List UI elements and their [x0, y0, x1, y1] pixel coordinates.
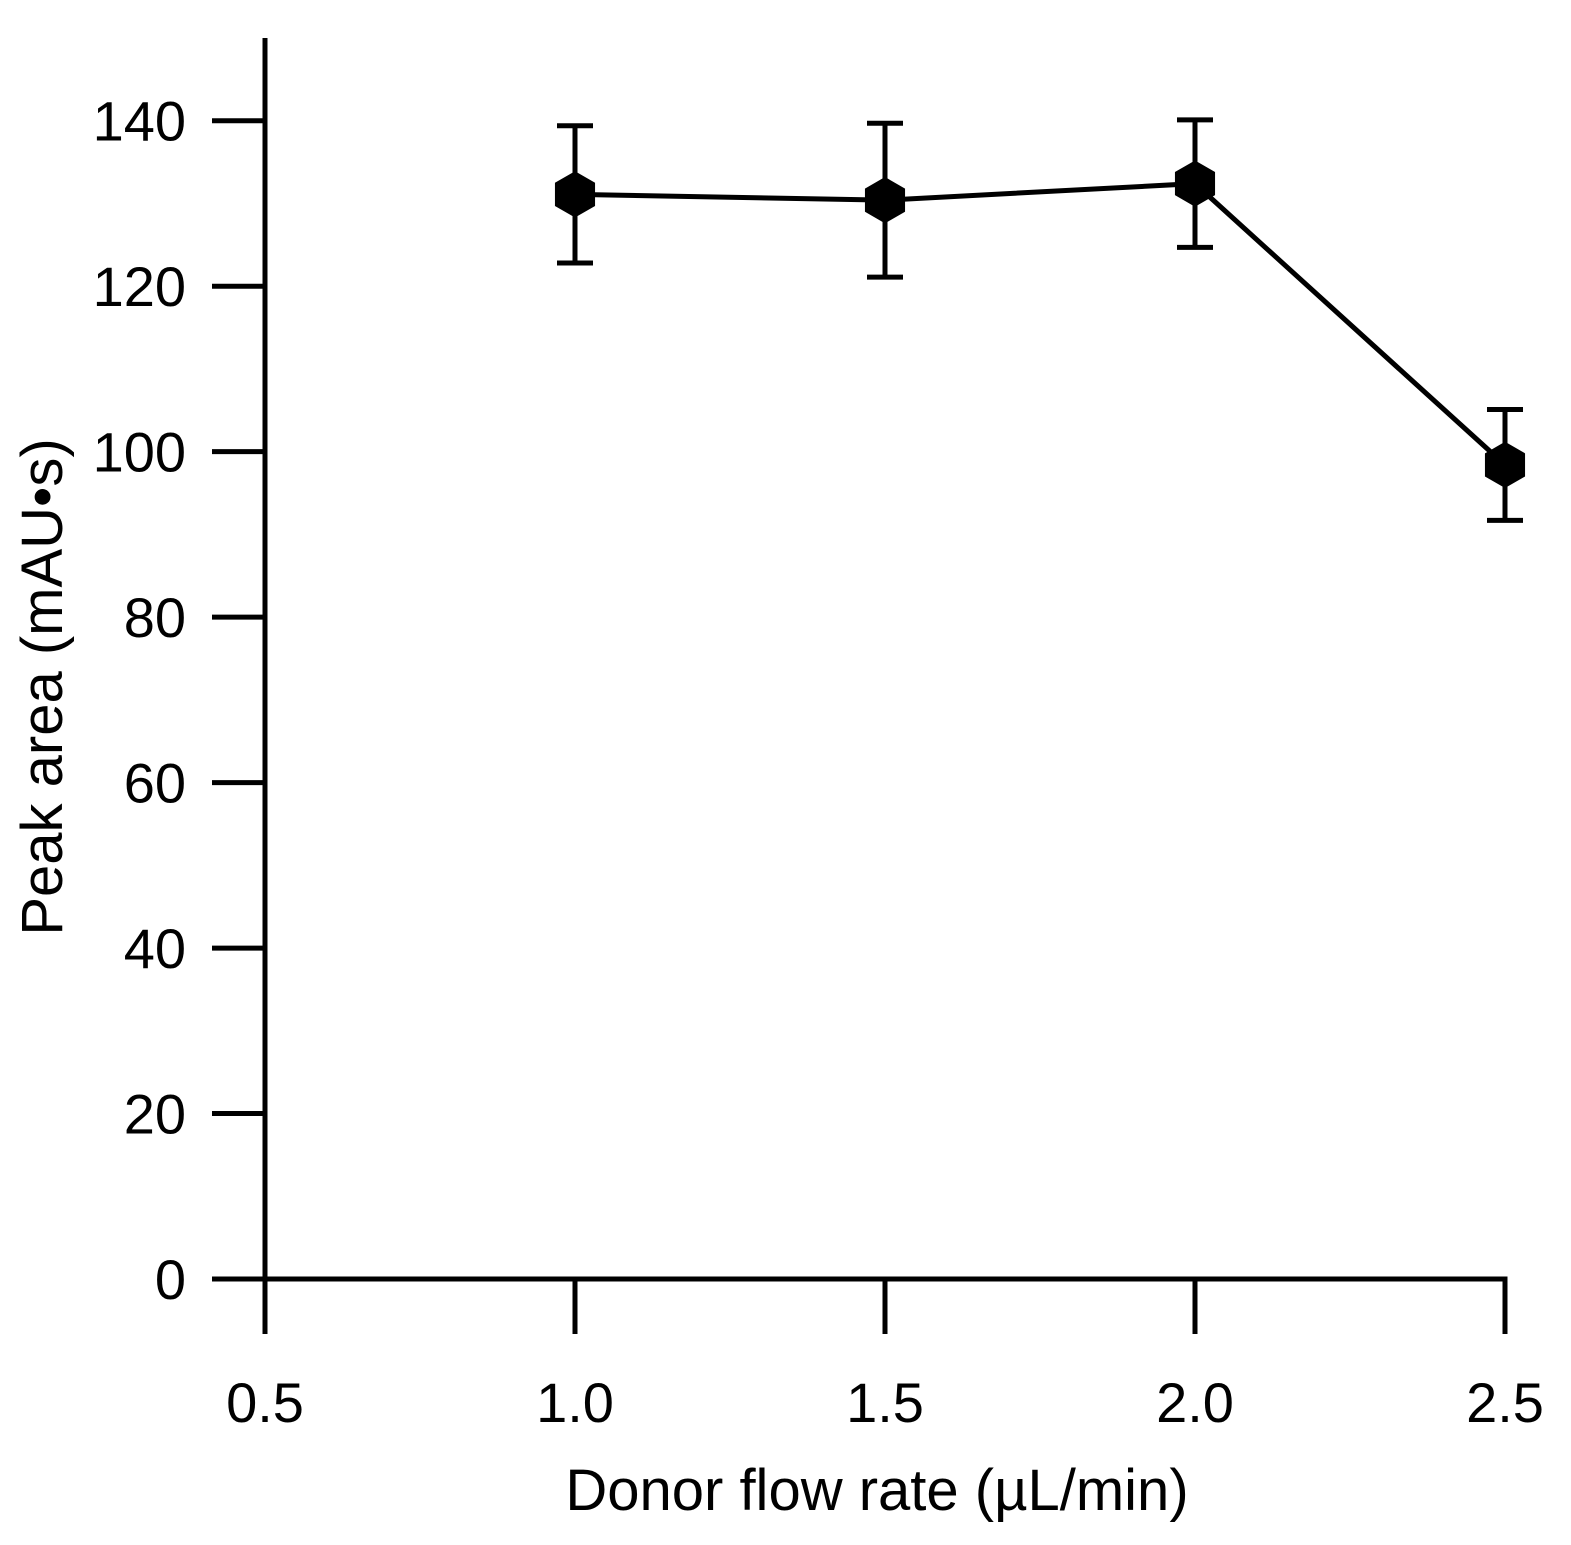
x-tick-label: 1.5	[846, 1371, 924, 1434]
x-tick-label: 1.0	[536, 1371, 614, 1434]
y-tick-label: 40	[124, 917, 186, 980]
data-point	[1484, 441, 1526, 489]
x-axis-title: Donor flow rate (µL/min)	[565, 1458, 1188, 1523]
y-tick-label: 0	[155, 1248, 186, 1311]
x-tick-label: 0.5	[226, 1371, 304, 1434]
y-tick-label: 140	[93, 90, 186, 153]
y-tick-label: 100	[93, 421, 186, 484]
series-line	[574, 181, 1507, 467]
y-tick-label: 120	[93, 255, 186, 318]
y-tick-label: 20	[124, 1083, 186, 1146]
y-tick-label: 60	[124, 752, 186, 815]
x-tick-label: 2.0	[1156, 1371, 1234, 1434]
x-tick-label: 2.5	[1466, 1371, 1544, 1434]
y-tick-label: 80	[124, 586, 186, 649]
data-point	[864, 177, 906, 224]
data-point	[554, 171, 596, 218]
y-axis-title: Peak area (mAU•s)	[10, 438, 75, 935]
data-point	[1174, 160, 1216, 207]
series-layer	[554, 117, 1526, 523]
axes: 0 20 40 60 80 100 120 140 0.5 1.0 1.5 2.0 2.5	[93, 38, 1544, 1434]
